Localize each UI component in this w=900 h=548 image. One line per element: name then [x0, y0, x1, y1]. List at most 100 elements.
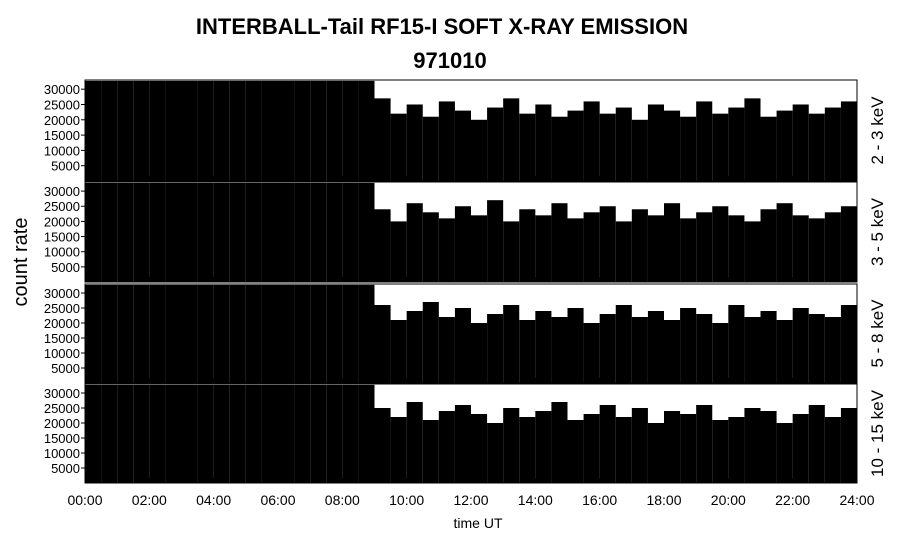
bar [760, 116, 777, 181]
bar [326, 284, 343, 383]
bar [840, 305, 857, 383]
x-tick-label: 08:00 [325, 492, 360, 508]
bar [358, 284, 375, 383]
bar [133, 384, 150, 483]
bar [551, 203, 568, 282]
bar [519, 113, 536, 181]
y-tick-label: 25000 [44, 97, 80, 112]
bar [487, 423, 504, 483]
bar [342, 182, 359, 282]
bar [583, 101, 600, 181]
bar [631, 317, 648, 383]
bar [85, 182, 102, 282]
x-tick-label: 18:00 [646, 492, 681, 508]
y-tick-label: 20000 [44, 416, 80, 431]
bar [85, 284, 102, 383]
bar [165, 80, 182, 181]
y-tick-label: 5000 [51, 461, 80, 476]
bar [744, 408, 761, 483]
y-tick-label: 25000 [44, 401, 80, 416]
chart-subtitle: 971010 [413, 48, 486, 73]
bar [422, 212, 439, 282]
bar [696, 101, 713, 181]
bar [454, 405, 471, 483]
bar [245, 182, 262, 282]
y-tick-label: 10000 [44, 143, 80, 158]
bar [583, 212, 600, 282]
bar [824, 212, 841, 282]
y-tick-label: 15000 [44, 230, 80, 245]
y-tick-label: 15000 [44, 431, 80, 446]
bar [390, 113, 407, 181]
bar [85, 80, 102, 181]
y-tick-label: 5000 [51, 260, 80, 275]
y-tick-label: 20000 [44, 113, 80, 128]
bar [840, 101, 857, 181]
bar [760, 411, 777, 483]
bar [213, 284, 230, 383]
bar [792, 308, 809, 383]
bar [776, 423, 793, 483]
bar [728, 417, 745, 483]
bar [728, 107, 745, 181]
bar [213, 182, 230, 282]
bar [406, 311, 423, 383]
bar [374, 98, 391, 181]
bar [471, 323, 488, 383]
bar [840, 408, 857, 483]
panel-label: 2 - 3 keV [868, 96, 887, 165]
bar [149, 384, 166, 483]
x-tick-label: 20:00 [711, 492, 746, 508]
bar [503, 221, 520, 282]
y-tick-label: 20000 [44, 214, 80, 229]
bar [438, 101, 455, 181]
bar [406, 104, 423, 181]
bar [728, 305, 745, 383]
y-tick-label: 20000 [44, 316, 80, 331]
bar [454, 206, 471, 282]
bar [551, 317, 568, 383]
bar [696, 405, 713, 483]
bar [245, 80, 262, 181]
bar [390, 221, 407, 282]
bar [390, 320, 407, 383]
bar [712, 206, 729, 282]
bar [712, 420, 729, 483]
x-tick-label: 02:00 [132, 492, 167, 508]
y-axis-label: count rate [10, 218, 32, 307]
bar [599, 405, 616, 483]
bar [229, 182, 246, 282]
y-tick-label: 5000 [51, 361, 80, 376]
bar [406, 203, 423, 282]
y-tick-label: 10000 [44, 446, 80, 461]
bar [181, 182, 198, 282]
bar [503, 408, 520, 483]
bar [760, 209, 777, 282]
bar [197, 284, 214, 383]
bar [776, 203, 793, 282]
bar [696, 212, 713, 282]
bar [245, 384, 262, 483]
bar [261, 384, 278, 483]
bar [792, 215, 809, 282]
bar [422, 116, 439, 181]
bar [133, 284, 150, 383]
bar [101, 284, 118, 383]
bar [760, 311, 777, 383]
bar [326, 80, 343, 181]
bar [776, 320, 793, 383]
bar [358, 384, 375, 483]
bar [278, 80, 295, 181]
bar [374, 209, 391, 282]
bar [664, 320, 681, 383]
bar [792, 414, 809, 483]
bar [181, 384, 198, 483]
bar [503, 305, 520, 383]
bar [615, 417, 632, 483]
bar [358, 80, 375, 181]
bar [438, 411, 455, 483]
x-tick-label: 00:00 [67, 492, 102, 508]
bar [294, 384, 311, 483]
y-tick-label: 10000 [44, 245, 80, 260]
bar [647, 215, 664, 282]
